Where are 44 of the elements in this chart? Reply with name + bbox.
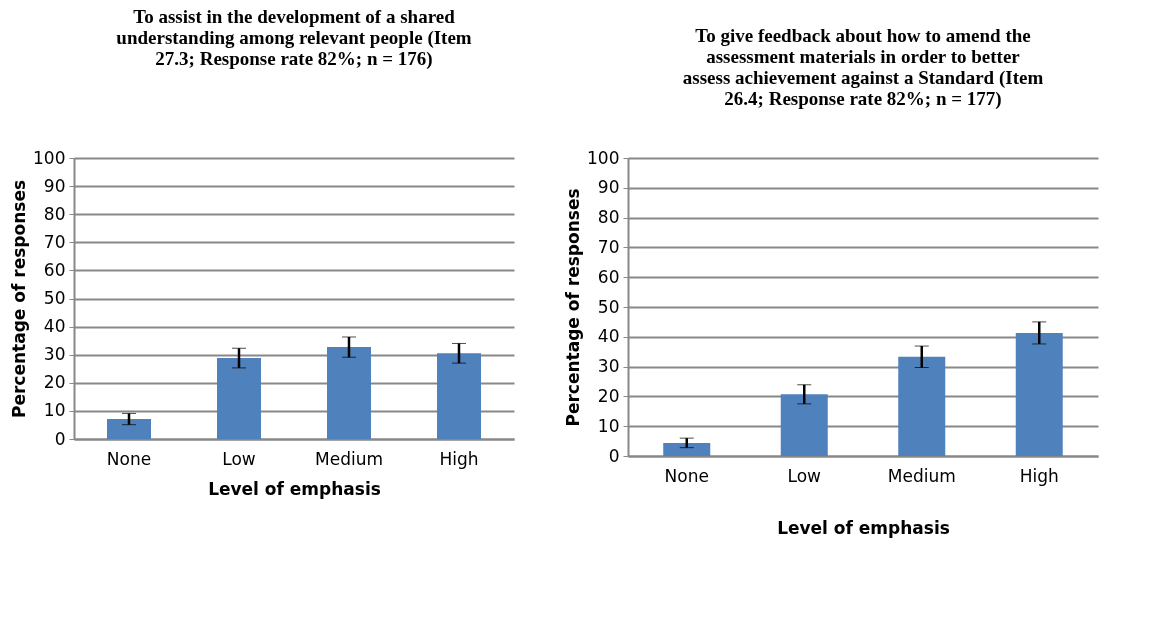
y-tick-label: 40 xyxy=(597,326,620,347)
y-tick-label: 70 xyxy=(597,236,620,257)
chart-title: To assist in the development of a shared understanding among relevant people (Item 27.3; Response rate 82%; n = 176) xyxy=(116,6,472,70)
x-axis-title: Level of emphasis xyxy=(777,517,950,538)
x-tick-label: Medium xyxy=(315,448,383,469)
y-tick-label: 50 xyxy=(43,288,66,308)
y-axis-title: Percentage of responses xyxy=(563,188,584,427)
y-tick-label: 20 xyxy=(43,372,66,393)
y-tick-label: 10 xyxy=(43,400,66,421)
y-tick-label: 30 xyxy=(43,344,66,365)
y-tick-label: 100 xyxy=(587,147,620,168)
x-tick-label: None xyxy=(664,465,709,486)
y-tick-label: 90 xyxy=(597,177,620,198)
y-tick-label: 100 xyxy=(33,147,66,168)
x-tick-label: High xyxy=(439,448,479,469)
y-tick-label: 60 xyxy=(43,259,66,280)
y-tick-label: 50 xyxy=(597,296,620,317)
x-tick-label: Medium xyxy=(887,465,956,486)
x-tick-label: High xyxy=(1019,465,1059,486)
bar xyxy=(663,442,711,456)
y-tick-label: 10 xyxy=(597,415,620,436)
y-tick-label: 40 xyxy=(43,316,66,337)
y-tick-label: 0 xyxy=(54,428,66,449)
bar xyxy=(780,394,828,456)
y-axis-title: Percentage of responses xyxy=(9,179,30,419)
y-tick-label: 80 xyxy=(597,207,620,228)
bar xyxy=(437,353,481,439)
bar xyxy=(898,356,946,456)
chart-title: To give feedback about how to amend the assessment materials in order to better assess achievement against a Standard (Item 26.4; Response rate 82%; n = 177) xyxy=(682,25,1044,110)
x-tick-label: None xyxy=(106,448,152,469)
x-tick-label: Low xyxy=(787,465,822,486)
y-tick-label: 30 xyxy=(597,356,620,377)
y-tick-label: 80 xyxy=(43,203,66,224)
y-tick-label: 20 xyxy=(597,385,620,406)
y-tick-label: 0 xyxy=(608,445,620,466)
y-tick-label: 90 xyxy=(43,175,66,196)
bar xyxy=(107,419,151,439)
y-tick-label: 60 xyxy=(597,266,620,287)
bar xyxy=(1015,332,1063,456)
x-axis-title: Level of emphasis xyxy=(208,478,381,499)
bar xyxy=(217,358,261,439)
y-tick-label: 70 xyxy=(43,231,66,252)
x-tick-label: Low xyxy=(222,448,256,469)
bar xyxy=(327,347,371,439)
